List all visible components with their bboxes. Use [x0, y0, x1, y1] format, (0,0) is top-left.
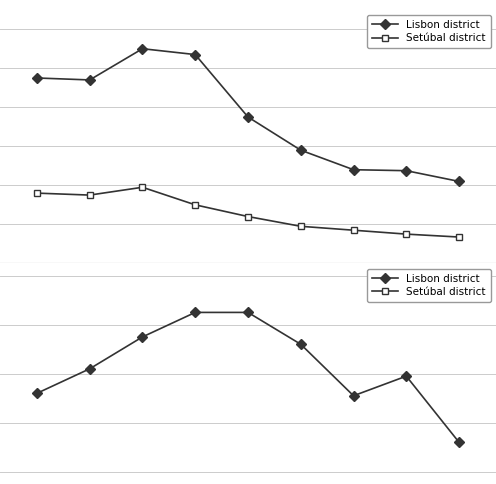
Legend: Lisbon district, Setúbal district: Lisbon district, Setúbal district [367, 15, 491, 48]
Legend: Lisbon district, Setúbal district: Lisbon district, Setúbal district [367, 269, 491, 302]
